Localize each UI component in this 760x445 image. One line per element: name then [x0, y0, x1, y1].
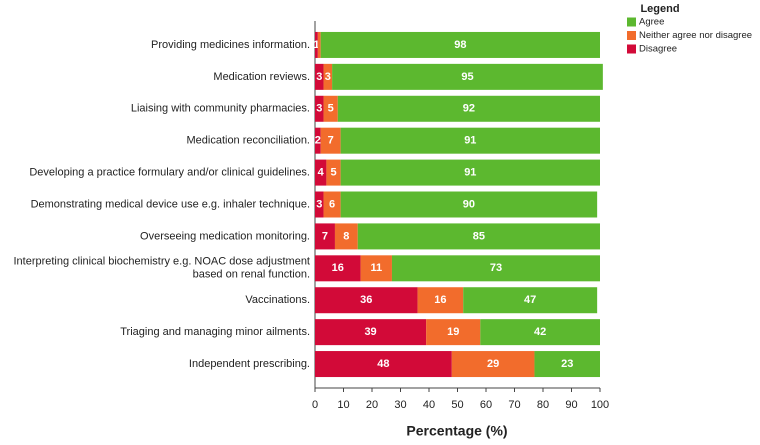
bar-segment [480, 319, 600, 346]
y-tick-label: Vaccinations. [245, 294, 310, 306]
x-tick-label: 0 [312, 399, 318, 411]
data-label: 3 [316, 198, 322, 210]
legend-label: Disagree [639, 44, 677, 55]
data-label: 91 [464, 166, 476, 178]
bar-segment [315, 159, 327, 186]
data-label: 3 [316, 103, 322, 115]
data-label: 36 [360, 294, 372, 306]
bar-segment [463, 287, 598, 314]
data-label: 42 [534, 326, 546, 338]
y-tick-label: Triaging and managing minor ailments. [120, 326, 310, 338]
x-tick-label: 80 [537, 399, 549, 411]
x-axis-title: Percentage (%) [406, 423, 507, 439]
data-label: 23 [561, 358, 573, 370]
bar-segment [323, 191, 341, 218]
bar-segment [426, 319, 481, 346]
bar-segment [334, 223, 358, 250]
bar-segment [323, 63, 333, 90]
y-tick-label: Providing medicines information. [151, 39, 310, 51]
data-label: 95 [461, 71, 473, 83]
bar-segment [315, 351, 452, 378]
bar-segment [391, 255, 600, 282]
bar-segment [315, 255, 361, 282]
legend-swatch [627, 31, 636, 40]
bar-segment [315, 63, 324, 90]
bar-segment [315, 31, 318, 58]
y-tick-label: Independent prescribing. [189, 358, 310, 370]
x-tick-label: 60 [480, 399, 492, 411]
y-tick-label: Medication reconciliation. [186, 135, 310, 147]
bar-segment [337, 95, 600, 122]
data-label: 5 [330, 166, 336, 178]
x-tick-label: 40 [423, 399, 435, 411]
data-label: 2 [315, 135, 321, 147]
bar-segment [326, 159, 341, 186]
x-tick-label: 100 [591, 399, 609, 411]
data-label: 85 [473, 230, 485, 242]
x-tick-label: 20 [366, 399, 378, 411]
x-tick-label: 50 [451, 399, 463, 411]
x-tick-label: 70 [508, 399, 520, 411]
bar-segment [315, 223, 335, 250]
bar-segment [360, 255, 392, 282]
data-label: 11 [370, 262, 382, 274]
x-tick-label: 90 [565, 399, 577, 411]
data-label: 4 [318, 166, 325, 178]
legend-label: Agree [639, 17, 664, 28]
y-tick-label: based on renal function. [193, 269, 310, 281]
bar-segment [317, 31, 321, 58]
data-label: 16 [332, 262, 344, 274]
data-label: 48 [377, 358, 389, 370]
data-label: 91 [464, 135, 476, 147]
data-label: 19 [447, 326, 459, 338]
bar-segment [320, 127, 341, 154]
y-tick-label: Demonstrating medical device use e.g. in… [31, 198, 310, 210]
bar-segment [315, 95, 324, 122]
bar-segment [315, 287, 418, 314]
data-label: 16 [434, 294, 446, 306]
bar-segment [315, 127, 321, 154]
bar-segment [451, 351, 535, 378]
data-label: 7 [328, 135, 334, 147]
bar-segment [417, 287, 464, 314]
data-label: 3 [316, 71, 322, 83]
legend-swatch [627, 17, 636, 27]
bar-segment [320, 31, 600, 58]
y-tick-label: Developing a practice formulary and/or c… [29, 166, 310, 178]
y-tick-label: Overseeing medication monitoring. [140, 230, 310, 242]
legend-swatch [627, 44, 636, 54]
data-label: 1 [313, 39, 319, 51]
data-label: 8 [343, 230, 349, 242]
bar-segment [315, 319, 427, 346]
bar-segment [315, 191, 324, 218]
y-tick-label: Liaising with community pharmacies. [131, 103, 310, 115]
data-label: 92 [463, 103, 475, 115]
data-label: 98 [454, 39, 466, 51]
x-tick-label: 30 [394, 399, 406, 411]
bar-segment [534, 351, 600, 378]
data-label: 73 [490, 262, 502, 274]
data-label: 29 [487, 358, 499, 370]
data-label: 7 [322, 230, 328, 242]
legend-title: Legend [640, 3, 679, 15]
data-label: 3 [325, 71, 331, 83]
data-label: 90 [463, 198, 475, 210]
bar-segment [332, 63, 603, 90]
y-tick-label: Medication reviews. [213, 71, 310, 83]
bar-segment [323, 95, 338, 122]
data-label: 39 [364, 326, 376, 338]
data-label: 6 [329, 198, 335, 210]
bar-segment [340, 191, 598, 218]
legend-label: Neither agree nor disagree [639, 30, 752, 41]
data-label: 5 [328, 103, 334, 115]
bar-segment [357, 223, 600, 250]
x-tick-label: 10 [337, 399, 349, 411]
data-label: 47 [524, 294, 536, 306]
bar-segment [340, 127, 600, 154]
y-tick-label: Interpreting clinical biochemistry e.g. … [13, 256, 310, 268]
bar-segment [340, 159, 600, 186]
